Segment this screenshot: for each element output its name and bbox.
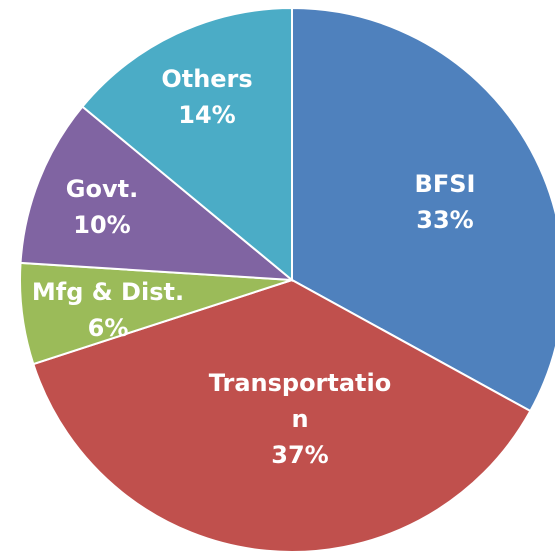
slice-label-line: Others bbox=[161, 65, 252, 93]
slice-label-line: Govt. bbox=[66, 175, 138, 203]
slice-value-label: 6% bbox=[88, 314, 129, 342]
slice-label-line: Transportatio bbox=[209, 369, 392, 397]
slice-label-line: Mfg & Dist. bbox=[32, 278, 184, 306]
slice-label: Others bbox=[161, 65, 252, 93]
slice-label: Mfg & Dist. bbox=[32, 278, 184, 306]
pie-slice bbox=[291, 6, 555, 413]
slice-label-line: n bbox=[291, 405, 308, 433]
slice-value-label: 33% bbox=[416, 206, 473, 234]
slice-label-line: BFSI bbox=[415, 170, 476, 198]
slice-label: BFSI bbox=[415, 170, 476, 198]
slice-value-label: 14% bbox=[178, 101, 235, 129]
slice-value-label: 37% bbox=[271, 441, 328, 469]
pie-slice bbox=[19, 105, 296, 282]
pie-slice bbox=[32, 278, 532, 552]
slice-value-label: 10% bbox=[73, 211, 130, 239]
slice-label: Transportatio n bbox=[209, 369, 392, 433]
pie-slice bbox=[81, 6, 293, 283]
slice-label: Govt. bbox=[66, 175, 138, 203]
